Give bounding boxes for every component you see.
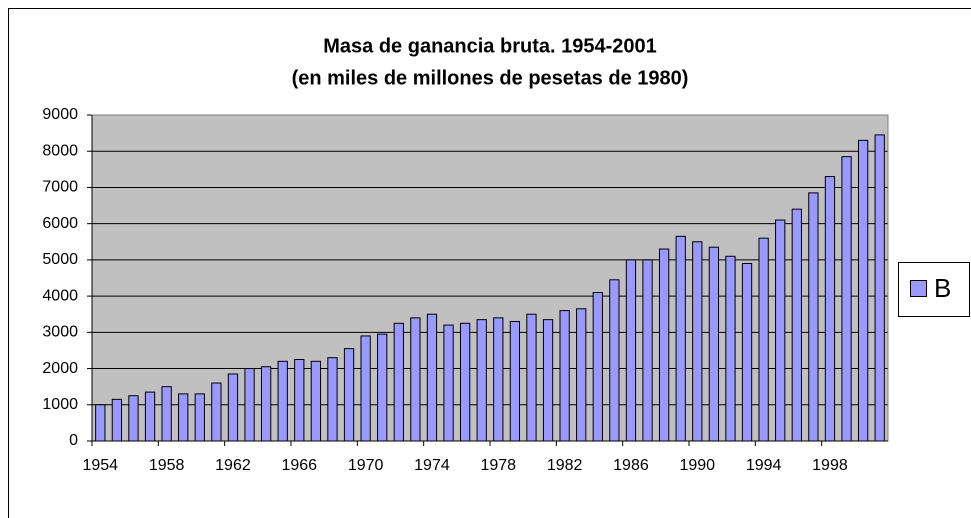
bar	[526, 313, 537, 442]
legend-label: B	[934, 273, 951, 303]
x-tick-label: 1966	[281, 457, 317, 474]
y-tick-label: 6000	[42, 215, 78, 232]
bar	[841, 156, 852, 442]
bar	[426, 313, 438, 442]
bar	[161, 386, 172, 442]
bar	[244, 368, 255, 442]
bar	[95, 404, 106, 442]
bar	[576, 308, 587, 442]
bar	[791, 208, 802, 442]
legend-swatch	[910, 280, 927, 297]
bar	[509, 320, 521, 442]
bar	[111, 398, 123, 442]
bar	[542, 319, 554, 442]
y-tick-label: 8000	[42, 142, 78, 159]
y-tick-label: 4000	[42, 287, 78, 304]
bar	[260, 366, 272, 442]
chart-title: Masa de ganancia bruta. 1954-2001	[323, 35, 657, 57]
bar	[443, 324, 454, 442]
bar	[741, 263, 753, 442]
bar	[310, 360, 322, 442]
bar	[227, 373, 239, 442]
x-tick-label: 1994	[746, 457, 782, 474]
x-tick-label: 1986	[613, 457, 649, 474]
bar	[294, 359, 305, 442]
bar	[211, 382, 222, 442]
y-tick-label: 2000	[42, 360, 78, 377]
bar	[592, 291, 603, 442]
bar	[874, 134, 885, 442]
x-tick-label: 1958	[149, 457, 185, 474]
bar	[692, 241, 703, 442]
bar	[343, 348, 355, 442]
y-tick-label: 7000	[42, 179, 78, 196]
bar	[708, 246, 720, 442]
bar	[128, 395, 139, 442]
y-tick-label: 3000	[42, 324, 78, 341]
bar	[144, 391, 156, 442]
bar	[642, 259, 653, 442]
bar	[675, 235, 686, 442]
bar	[360, 335, 371, 442]
chart-subtitle: (en miles de millones de pesetas de 1980…	[292, 67, 689, 89]
bar	[808, 192, 819, 442]
x-tick-label: 1998	[812, 457, 848, 474]
x-tick-label: 1954	[82, 457, 118, 474]
bar	[609, 279, 620, 442]
x-tick-label: 1970	[348, 457, 384, 474]
bar	[393, 322, 404, 442]
bar	[476, 319, 487, 442]
bar	[459, 322, 471, 442]
bar	[178, 393, 189, 442]
x-tick-label: 1978	[480, 457, 516, 474]
bar	[194, 393, 205, 442]
y-tick-label: 0	[69, 432, 78, 449]
y-tick-label: 9000	[42, 106, 78, 123]
bar	[410, 317, 421, 442]
y-tick-label: 1000	[42, 396, 78, 413]
bar	[377, 333, 388, 442]
bar	[857, 139, 869, 442]
y-tick-label: 5000	[42, 251, 78, 268]
bar	[775, 219, 786, 442]
x-tick-label: 1962	[215, 457, 251, 474]
x-tick-label: 1982	[547, 457, 583, 474]
x-tick-label: 1990	[679, 457, 715, 474]
legend-box	[898, 262, 970, 317]
bar	[559, 310, 570, 442]
bar	[725, 255, 736, 442]
bar	[625, 259, 637, 442]
x-tick-label: 1974	[414, 457, 450, 474]
plot-area	[92, 115, 888, 441]
bar	[277, 360, 288, 442]
bar	[824, 176, 836, 442]
bar	[327, 357, 338, 442]
bar	[493, 317, 504, 442]
bar	[658, 248, 670, 442]
bar	[758, 237, 769, 442]
